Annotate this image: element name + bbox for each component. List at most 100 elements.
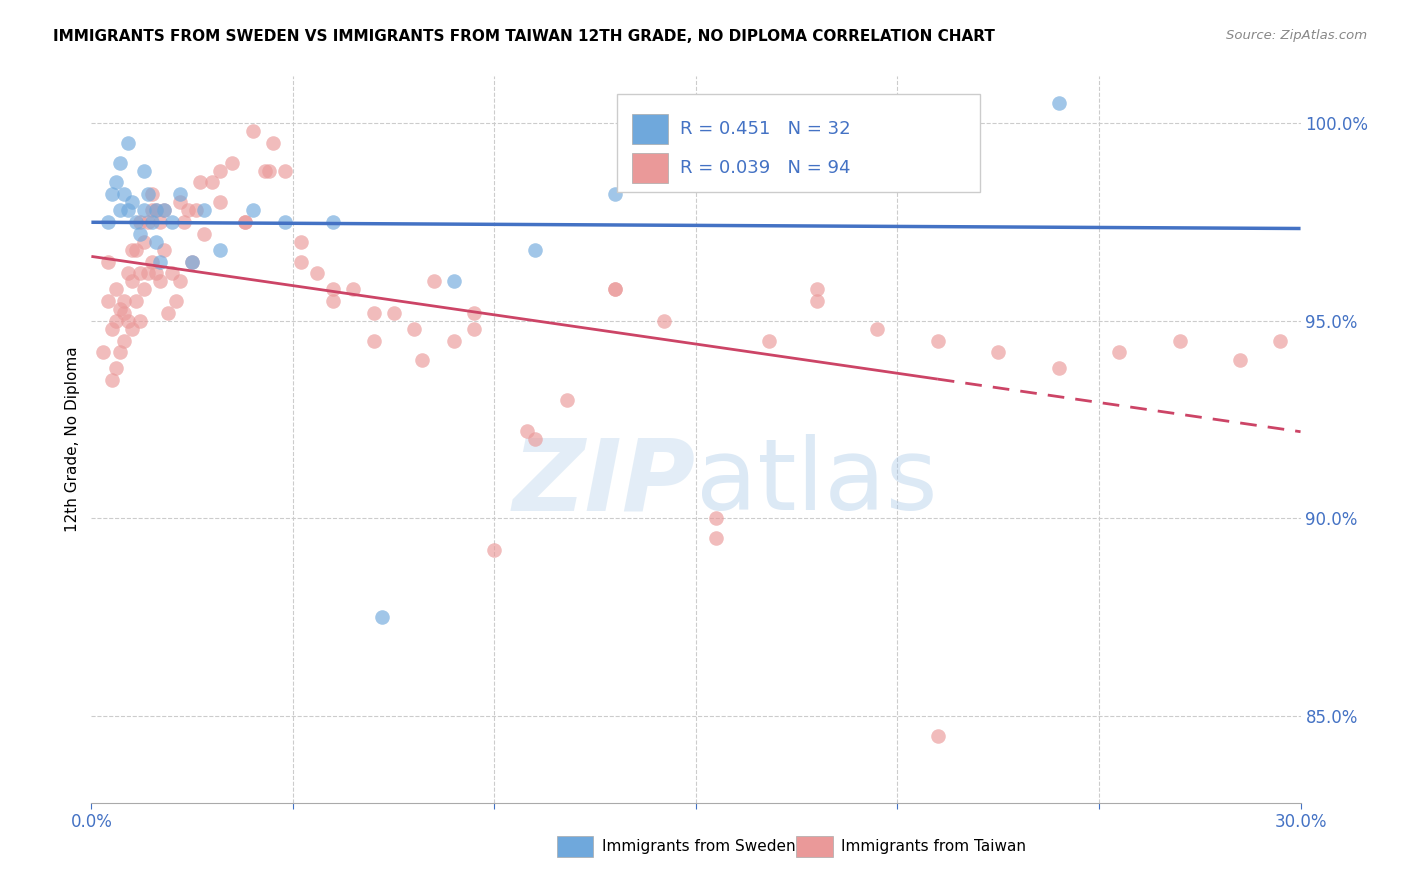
Point: [242, 124, 264, 138]
Point: [169, 274, 191, 288]
Point: [141, 254, 163, 268]
Point: [132, 203, 155, 218]
Point: [96, 254, 118, 268]
Point: [290, 235, 312, 249]
Y-axis label: 12th Grade, No Diploma: 12th Grade, No Diploma: [65, 346, 80, 533]
Point: [1229, 353, 1251, 368]
Point: [153, 203, 176, 218]
Point: [112, 293, 135, 308]
Point: [169, 187, 191, 202]
Text: R = 0.039   N = 94: R = 0.039 N = 94: [681, 159, 851, 178]
Point: [257, 163, 280, 178]
Point: [121, 243, 143, 257]
Point: [121, 274, 143, 288]
Point: [125, 215, 148, 229]
Point: [516, 425, 538, 439]
Point: [382, 306, 405, 320]
Point: [370, 610, 392, 624]
Point: [181, 254, 204, 268]
Point: [652, 314, 675, 328]
Point: [173, 215, 195, 229]
Point: [1047, 96, 1070, 111]
Point: [104, 282, 127, 296]
Point: [209, 195, 232, 210]
Point: [104, 314, 127, 328]
Point: [443, 334, 465, 348]
Bar: [796, 836, 832, 857]
Point: [108, 301, 131, 316]
Point: [149, 254, 172, 268]
Point: [806, 293, 828, 308]
Point: [112, 187, 135, 202]
Point: [177, 203, 200, 218]
Point: [209, 163, 232, 178]
Point: [121, 195, 143, 210]
Point: [290, 254, 312, 268]
Point: [117, 266, 139, 280]
Point: [307, 266, 329, 280]
Point: [149, 274, 172, 288]
Point: [402, 321, 425, 335]
Point: [806, 282, 828, 296]
Point: [209, 243, 232, 257]
Point: [411, 353, 433, 368]
Text: ZIP: ZIP: [513, 434, 696, 532]
Point: [188, 176, 211, 190]
Point: [136, 215, 159, 229]
Point: [132, 235, 155, 249]
Point: [93, 345, 115, 359]
Point: [704, 511, 727, 525]
Point: [242, 203, 264, 218]
Point: [117, 136, 139, 150]
Point: [128, 227, 150, 241]
Point: [605, 282, 627, 296]
Point: [112, 306, 135, 320]
Point: [160, 215, 183, 229]
Point: [165, 293, 187, 308]
Point: [523, 243, 546, 257]
Point: [169, 195, 191, 210]
Point: [156, 306, 179, 320]
Point: [104, 361, 127, 376]
Bar: [631, 153, 668, 184]
Point: [125, 243, 148, 257]
Point: [121, 321, 143, 335]
Point: [141, 187, 163, 202]
Text: Immigrants from Sweden: Immigrants from Sweden: [602, 838, 796, 854]
Point: [201, 176, 224, 190]
Point: [233, 215, 256, 229]
Point: [141, 203, 163, 218]
Point: [342, 282, 364, 296]
Text: Immigrants from Taiwan: Immigrants from Taiwan: [841, 838, 1026, 854]
Point: [704, 531, 727, 545]
Point: [96, 293, 118, 308]
FancyBboxPatch shape: [617, 94, 980, 192]
Point: [322, 215, 344, 229]
Point: [484, 543, 506, 558]
Bar: [557, 836, 593, 857]
Point: [117, 203, 139, 218]
Point: [253, 163, 276, 178]
Point: [274, 215, 297, 229]
Point: [96, 215, 118, 229]
Point: [193, 203, 215, 218]
Point: [149, 215, 172, 229]
Point: [132, 163, 155, 178]
Point: [463, 306, 485, 320]
Point: [262, 136, 284, 150]
Point: [145, 235, 167, 249]
Point: [132, 282, 155, 296]
Point: [104, 176, 127, 190]
Point: [758, 334, 780, 348]
Point: [108, 345, 131, 359]
Point: [1270, 334, 1292, 348]
Point: [221, 155, 243, 169]
Point: [927, 729, 949, 743]
Point: [160, 266, 183, 280]
Text: R = 0.451   N = 32: R = 0.451 N = 32: [681, 120, 851, 138]
Point: [523, 432, 546, 446]
Point: [100, 373, 122, 387]
Point: [125, 293, 148, 308]
Point: [363, 306, 385, 320]
Point: [153, 203, 176, 218]
